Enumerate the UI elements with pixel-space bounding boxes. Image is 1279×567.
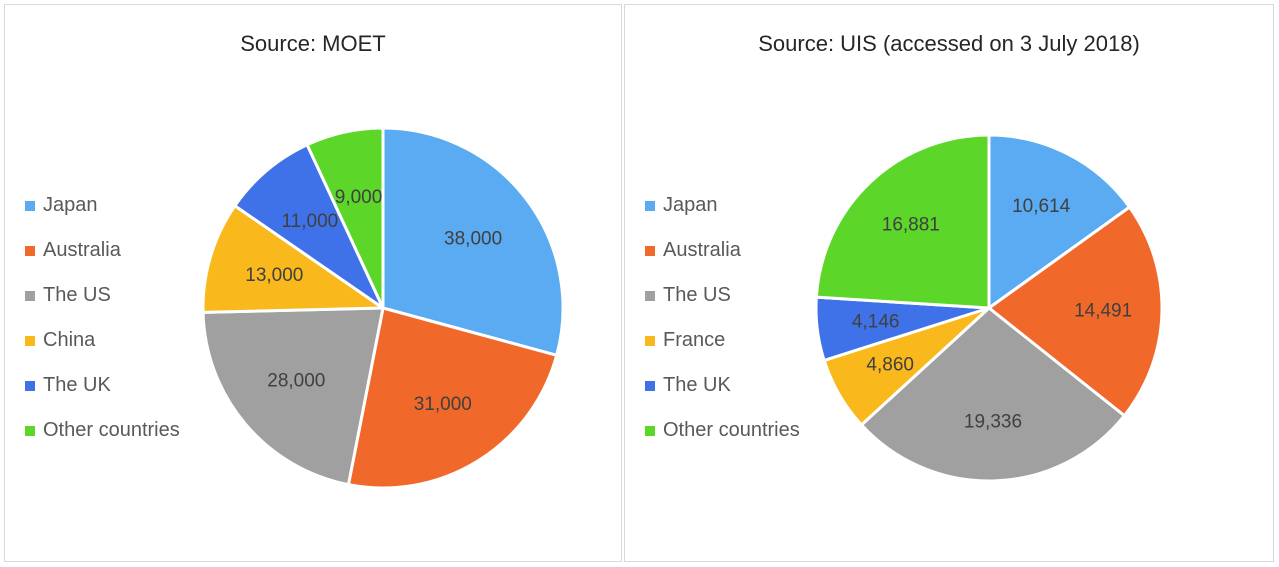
chart-title: Source: UIS (accessed on 3 July 2018) (758, 31, 1140, 56)
legend-label: The UK (43, 374, 111, 396)
chart-panel-moet: Source: MOET Japan Australia The US Chin… (4, 4, 622, 562)
pie-slice-china (201, 204, 385, 314)
pie-slice-japan (381, 126, 565, 357)
legend-item-other-countries: Other countries (645, 408, 800, 453)
data-label-the-uk: 4,146 (852, 311, 900, 332)
pie-slice-the-uk (233, 143, 385, 310)
legend-swatch (645, 425, 655, 436)
data-label-the-us: 19,336 (964, 412, 1022, 433)
legend-label: Other countries (43, 419, 180, 441)
data-label-france: 4,860 (866, 355, 914, 376)
legend-label: Japan (43, 194, 98, 216)
legend-swatch (25, 380, 35, 391)
legend: Japan Australia The US France The UK Oth… (645, 183, 800, 453)
data-label-japan: 10,614 (1012, 196, 1071, 217)
data-label-australia: 14,491 (1074, 300, 1132, 321)
legend-swatch (645, 335, 655, 346)
legend-swatch (25, 425, 35, 436)
chart-title: Source: MOET (240, 31, 386, 56)
legend-item-france: France (645, 318, 800, 363)
pie-slice-australia (987, 205, 1164, 418)
legend-label: France (663, 329, 726, 351)
legend-label: The US (663, 284, 731, 306)
legend-swatch (645, 380, 655, 391)
legend-item-japan: Japan (645, 183, 800, 228)
legend: Japan Australia The US China The UK Othe… (25, 183, 180, 453)
legend-item-australia: Australia (645, 228, 800, 273)
pie-slice-the-us (859, 306, 1126, 483)
data-label-other-countries: 9,000 (335, 187, 383, 208)
pie-slice-the-us (201, 306, 385, 487)
data-label-the-us: 28,000 (267, 371, 325, 392)
legend-label: The US (43, 284, 111, 306)
legend-swatch (645, 200, 655, 211)
legend-swatch (25, 290, 35, 301)
legend-item-the-us: The US (645, 273, 800, 318)
pie-slice-australia (346, 306, 559, 490)
legend-item-australia: Australia (25, 228, 180, 273)
legend-item-other-countries: Other countries (25, 408, 180, 453)
legend-label: Australia (663, 239, 741, 261)
legend-swatch (25, 245, 35, 256)
legend-label: Japan (663, 194, 718, 216)
pie-slice-other-countries (305, 126, 385, 310)
pie-chart-moet: 38,000 31,000 28,000 13,000 11,000 9,000 (201, 126, 565, 490)
pie-slice-other-countries (814, 133, 991, 310)
legend-swatch (25, 335, 35, 346)
legend-swatch (645, 245, 655, 256)
data-label-other-countries: 16,881 (882, 214, 940, 235)
legend-item-the-us: The US (25, 273, 180, 318)
legend-item-the-uk: The UK (645, 363, 800, 408)
chart-panel-uis: Source: UIS (accessed on 3 July 2018) Ja… (624, 4, 1274, 562)
legend-swatch (25, 200, 35, 211)
data-label-japan: 38,000 (444, 229, 502, 250)
legend-item-japan: Japan (25, 183, 180, 228)
pie-chart-uis: 10,614 14,491 19,336 4,860 4,146 16,881 (814, 133, 1164, 483)
legend-item-the-uk: The UK (25, 363, 180, 408)
legend-item-china: China (25, 318, 180, 363)
legend-label: The UK (663, 374, 731, 396)
data-label-the-uk: 11,000 (282, 211, 339, 232)
legend-swatch (645, 290, 655, 301)
legend-label: Other countries (663, 419, 800, 441)
legend-label: China (43, 329, 96, 351)
data-label-australia: 31,000 (414, 394, 472, 415)
data-label-china: 13,000 (245, 265, 303, 286)
pie-slice-japan (987, 133, 1132, 310)
legend-label: Australia (43, 239, 121, 261)
